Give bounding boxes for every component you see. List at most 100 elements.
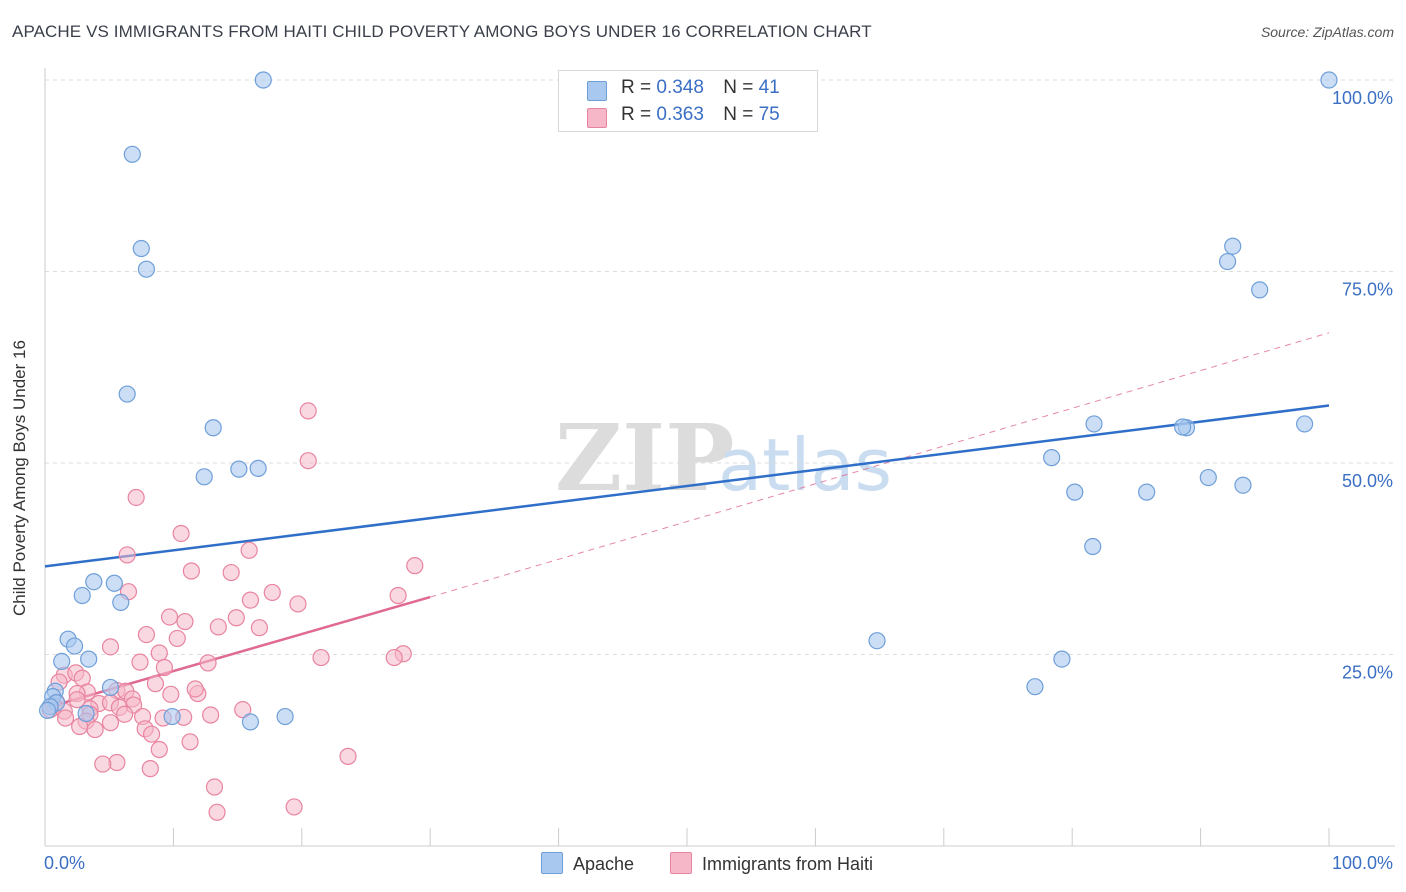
haiti-point [241,591,260,609]
apache-point [53,652,71,670]
haiti-point [222,563,240,582]
haiti-point [385,648,403,667]
haiti-point [339,747,357,765]
legend-row-apache: R = 0.348 N = 41 [587,77,780,101]
apache-point [163,707,181,726]
apache-point [1218,252,1237,271]
haiti-point [101,714,120,732]
haiti-swatch [587,108,607,128]
apache-point [118,385,136,403]
apache-point [230,460,248,478]
haiti-point [234,701,252,719]
haiti-point [209,618,227,636]
apache-point [123,145,141,163]
r-label: R = [621,77,652,98]
apache-point [38,701,57,720]
haiti-point [141,760,159,778]
r-value: 0.348 [656,77,704,98]
haiti-point [208,803,226,821]
haiti-point [86,720,104,739]
apache-point [1085,415,1103,433]
apache-point [105,574,123,592]
haiti-point [299,402,317,420]
haiti-point [68,691,86,709]
haiti-legend-swatch [670,852,692,874]
apache-point [1138,483,1156,501]
haiti-point [94,755,112,773]
apache-point [1320,71,1338,89]
haiti-point [150,644,168,662]
x-tick-label: 0.0% [44,853,85,873]
haiti-point [285,798,303,816]
haiti-point [118,546,136,564]
apache-point [65,637,84,655]
haiti-point [131,653,149,671]
haiti-point [116,705,134,723]
haiti-point [155,658,174,677]
y-tick-label: 25.0% [1342,663,1393,683]
haiti-point [176,612,194,631]
haiti-point [137,625,156,644]
apache-point [1199,468,1217,487]
apache-swatch [587,81,607,101]
haiti-point [160,608,179,626]
haiti-point [250,619,269,637]
haiti-point [289,595,307,613]
n-label: N = [723,104,754,125]
haiti-trend-extension [430,332,1330,598]
apache-trend-line [44,404,1330,568]
apache-legend-swatch [541,852,563,874]
apache-point [132,239,150,258]
apache-point [1174,418,1192,436]
r-label: R = [621,104,652,125]
y-axis-label: Child Poverty Among Boys Under 16 [10,340,29,616]
apache-point [1224,237,1242,255]
y-tick-label: 75.0% [1342,280,1393,300]
n-label: N = [723,77,754,98]
haiti-point [299,452,317,470]
stats-legend: R = 0.348 N = 41 R = 0.363 N = 75 [558,70,818,132]
haiti-point [240,541,258,559]
haiti-point [263,583,281,602]
apache-point [1296,415,1314,433]
apache-point [1043,449,1061,467]
haiti-point [56,709,75,727]
haiti-point [146,675,165,693]
legend-item-haiti: Immigrants from Haiti [670,852,873,875]
r-value: 0.363 [656,104,704,125]
gridlines [45,79,1395,655]
x-tick-label: 100.0% [1332,853,1393,873]
watermark-zip: ZIP [555,404,734,512]
haiti-point [142,725,161,743]
apache-point [195,468,213,486]
legend-row-haiti: R = 0.363 N = 75 [587,104,780,128]
haiti-point [181,733,199,751]
trend-lines [44,332,1330,710]
haiti-point [172,524,190,543]
apache-point [1234,476,1252,494]
haiti-point [108,753,126,772]
apache-point [85,573,103,591]
apache-point [204,419,222,437]
apache-point [1053,650,1071,668]
apache-point [1251,281,1269,299]
haiti-point [205,778,224,796]
apache-point [80,650,98,668]
haiti-point [127,488,145,507]
apache-point [77,704,95,723]
apache-point [101,678,120,697]
chart-title: APACHE VS IMMIGRANTS FROM HAITI CHILD PO… [12,22,872,41]
legend-item-apache: Apache [541,852,634,875]
haiti-point [312,648,330,667]
apache-point [137,260,156,278]
haiti-point [168,629,186,648]
tick-labels: 25.0% 50.0% 75.0% 100.0% 0.0% 100.0% [44,88,1393,873]
apache-point [249,459,267,477]
apache-point [868,632,886,650]
source-label: Source: ZipAtlas.com [1260,24,1394,40]
apache-point [112,593,130,612]
haiti-legend-label: Immigrants from Haiti [702,854,874,874]
haiti-point [389,586,407,605]
y-tick-label: 50.0% [1342,471,1393,491]
